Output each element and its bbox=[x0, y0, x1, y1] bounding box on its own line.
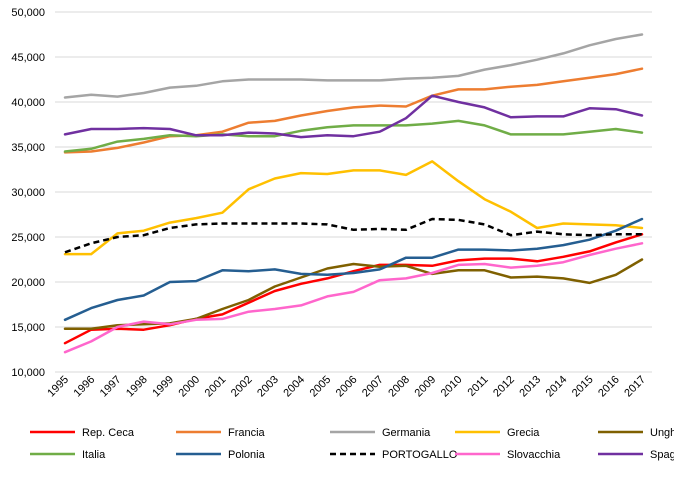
x-tick-label: 2013 bbox=[517, 374, 543, 400]
y-tick-label: 20,000 bbox=[11, 277, 45, 289]
x-tick-label: 2008 bbox=[386, 374, 412, 400]
series-line-spagna bbox=[63, 94, 644, 139]
x-tick-label: 1996 bbox=[72, 374, 98, 400]
x-tick-label: 2001 bbox=[203, 374, 229, 400]
legend-label: Slovacchia bbox=[507, 449, 561, 461]
series-line-ungheria bbox=[63, 258, 644, 331]
y-tick-label: 10,000 bbox=[11, 367, 45, 379]
series-line-italia bbox=[63, 119, 644, 153]
series-line-polonia bbox=[63, 217, 644, 322]
x-tick-label: 2002 bbox=[229, 374, 255, 400]
y-tick-label: 40,000 bbox=[11, 97, 45, 109]
series-line-grecia bbox=[63, 160, 644, 256]
x-tick-label: 1997 bbox=[98, 374, 124, 400]
legend-label: Spagna bbox=[650, 449, 674, 461]
x-tick-label: 2006 bbox=[334, 374, 360, 400]
legend-label: Italia bbox=[82, 449, 106, 461]
legend-label: Germania bbox=[382, 427, 431, 439]
gridlines bbox=[55, 11, 652, 373]
x-tick-label: 2012 bbox=[491, 374, 517, 400]
x-tick-label: 2004 bbox=[281, 374, 307, 400]
legend-label: PORTOGALLO bbox=[382, 449, 458, 461]
series-line-germania bbox=[63, 33, 644, 99]
legend-label: Grecia bbox=[507, 427, 540, 439]
x-tick-label: 2003 bbox=[255, 374, 281, 400]
series-line-slovacchia bbox=[63, 242, 644, 354]
legend-label: Polonia bbox=[228, 449, 266, 461]
legend: Rep. Ceca Francia Germania Grecia Ungheria It… bbox=[30, 427, 674, 461]
x-tick-label: 2009 bbox=[413, 374, 439, 400]
x-tick-label: 1999 bbox=[150, 374, 176, 400]
x-tick-label: 2010 bbox=[439, 374, 465, 400]
x-tick-label: 2017 bbox=[622, 374, 648, 400]
y-tick-label: 35,000 bbox=[11, 142, 45, 154]
y-tick-label: 30,000 bbox=[11, 187, 45, 199]
x-tick-label: 2005 bbox=[308, 374, 334, 400]
legend-label: Francia bbox=[228, 427, 266, 439]
x-tick-label: 2015 bbox=[570, 374, 596, 400]
x-tick-label: 2014 bbox=[544, 374, 570, 400]
x-tick-label: 2007 bbox=[360, 374, 386, 400]
legend-label: Rep. Ceca bbox=[82, 427, 135, 439]
series-lines bbox=[63, 33, 644, 354]
x-tick-label: 2016 bbox=[596, 374, 622, 400]
y-tick-label: 45,000 bbox=[11, 52, 45, 64]
x-tick-label: 2011 bbox=[466, 374, 491, 399]
x-tick-label: 1995 bbox=[45, 374, 71, 400]
x-tick-label: 2000 bbox=[176, 374, 202, 400]
x-tick-label: 1998 bbox=[124, 374, 150, 400]
y-tick-label: 50,000 bbox=[11, 7, 45, 19]
y-tick-label: 25,000 bbox=[11, 232, 45, 244]
series-line-rep-ceca bbox=[63, 233, 644, 345]
y-tick-label: 15,000 bbox=[11, 322, 45, 334]
x-axis-ticks: 1995 1996 1997 1998 1999 2000 2001 2002 2003 2004… bbox=[45, 374, 648, 400]
series-line-francia bbox=[63, 67, 644, 154]
legend-label: Ungheria bbox=[650, 427, 674, 439]
series-line-portogallo bbox=[64, 217, 642, 254]
y-axis-ticks: 10,000 15,000 20,000 25,000 30,000 35,000 40,0… bbox=[11, 7, 45, 379]
